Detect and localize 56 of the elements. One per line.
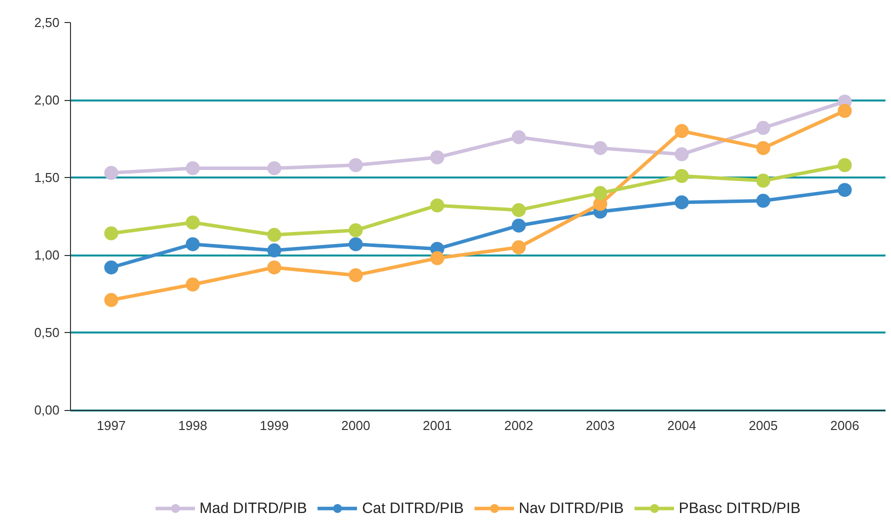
point xyxy=(348,223,363,238)
x-tick-label: 2005 xyxy=(748,418,778,434)
point xyxy=(756,120,770,135)
x-tick-label: 2003 xyxy=(586,418,615,434)
point xyxy=(838,158,852,172)
point xyxy=(512,240,526,254)
point xyxy=(348,237,363,252)
point xyxy=(267,161,282,176)
y-tick-label: 0,50 xyxy=(34,325,60,340)
point xyxy=(267,260,282,274)
point xyxy=(348,158,363,172)
point xyxy=(593,186,608,200)
point xyxy=(186,161,200,176)
point xyxy=(104,166,118,180)
point xyxy=(674,195,689,210)
x-tick-label: 2002 xyxy=(504,418,534,434)
point xyxy=(430,150,444,164)
point xyxy=(104,293,118,308)
point xyxy=(756,141,770,156)
point xyxy=(186,278,200,292)
point xyxy=(674,147,689,162)
point xyxy=(267,228,282,242)
point xyxy=(104,260,118,274)
point xyxy=(593,141,608,156)
point xyxy=(512,130,526,144)
y-tick-label: 1,50 xyxy=(34,170,60,186)
point xyxy=(838,182,852,197)
point xyxy=(756,174,770,188)
legend-label: Cat DITRD/PIB xyxy=(362,500,464,516)
x-tick-label: 1998 xyxy=(178,418,208,434)
point xyxy=(348,268,363,282)
x-tick-label: 2004 xyxy=(667,418,696,434)
point xyxy=(186,216,200,230)
legend-label: PBasc DITRD/PIB xyxy=(678,500,800,516)
legend-label: Nav DITRD/PIB xyxy=(518,500,624,516)
y-tick-label: 1,00 xyxy=(34,248,60,263)
point xyxy=(674,124,689,138)
x-tick-label: 2001 xyxy=(422,418,452,434)
point xyxy=(756,194,770,208)
point xyxy=(104,226,118,240)
point xyxy=(512,203,526,218)
y-tick-label: 2,00 xyxy=(34,92,60,108)
point xyxy=(430,251,444,266)
x-tick-label: 1997 xyxy=(96,418,126,434)
y-tick-label: 2,50 xyxy=(34,15,60,30)
point xyxy=(512,218,526,233)
point xyxy=(267,243,282,258)
legend-label: Mad DITRD/PIB xyxy=(200,500,308,516)
x-tick-label: 2000 xyxy=(341,418,370,434)
point xyxy=(430,198,444,212)
point xyxy=(186,237,200,252)
point xyxy=(838,104,852,118)
x-tick-label: 1999 xyxy=(260,418,289,434)
x-tick-label: 2006 xyxy=(830,418,860,434)
point xyxy=(674,169,689,183)
y-tick-label: 0,00 xyxy=(34,402,60,418)
